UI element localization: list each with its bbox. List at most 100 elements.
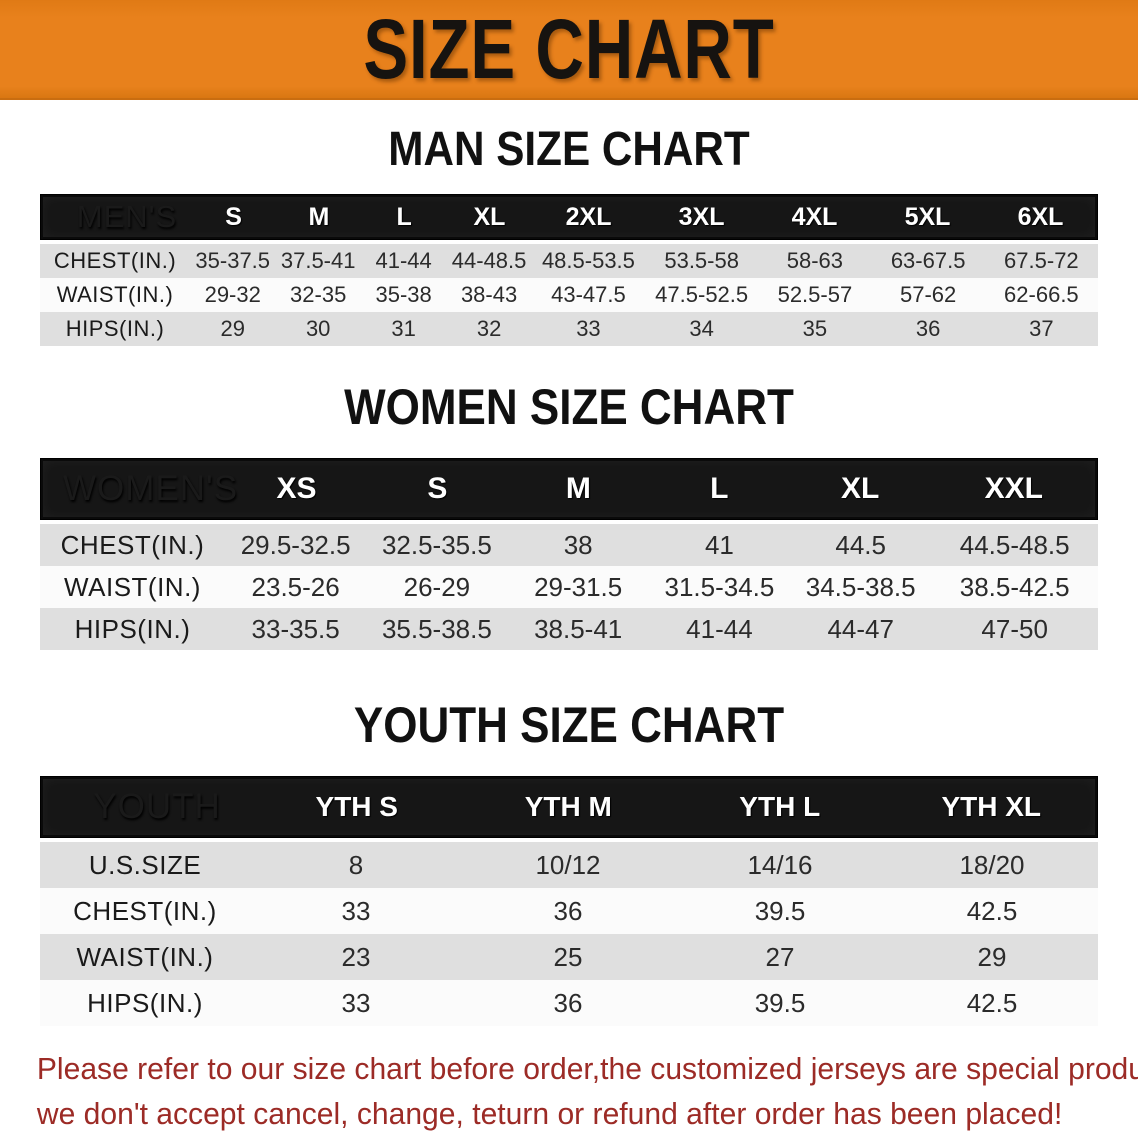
table-header-label: WOMEN'S xyxy=(63,469,239,508)
table-cell: 44-47 xyxy=(827,613,894,644)
table-cell: 31.5-34.5 xyxy=(664,571,775,602)
table-cell: 36 xyxy=(553,987,583,1018)
column-header: S xyxy=(427,472,448,505)
table-cell: 35-37.5 xyxy=(195,248,271,273)
table-cell: 58-63 xyxy=(786,248,844,273)
table-cell: 35-38 xyxy=(375,282,432,307)
table-cell: 44.5 xyxy=(835,529,886,560)
column-header: M xyxy=(565,472,591,505)
table-cell: 36 xyxy=(553,895,583,926)
table-cell: 44-48.5 xyxy=(451,248,527,273)
column-header: 5XL xyxy=(904,202,951,231)
table-row: WAIST(IN.) 29-32 32-35 35-38 38-43 43-47.5 47.… xyxy=(40,278,1098,312)
table-cell: 34 xyxy=(689,316,714,341)
table-cell: 48.5-53.5 xyxy=(541,248,635,273)
column-header: 6XL xyxy=(1017,202,1064,231)
table-cell: 57-62 xyxy=(899,282,957,307)
table-cell: 52.5-57 xyxy=(777,282,853,307)
table-row: CHEST(IN.) 29.5-32.5 32.5-35.5 38 41 44.5 44.5… xyxy=(40,524,1098,566)
table-cell: 38.5-41 xyxy=(534,613,623,644)
disclaimer-text: Please refer to our size chart before or… xyxy=(0,1046,1138,1132)
table-cell: 34.5-38.5 xyxy=(805,571,916,602)
row-label: U.S.SIZE xyxy=(88,849,202,880)
table-cell: 47-50 xyxy=(981,613,1048,644)
table-header-label: MEN'S xyxy=(76,199,178,234)
table-row: WAIST(IN.) 23 25 27 29 xyxy=(40,934,1098,980)
disclaimer-line-1: Please refer to our size chart before or… xyxy=(36,1051,1138,1086)
row-label: WAIST(IN.) xyxy=(64,571,201,602)
table-row: CHEST(IN.) 35-37.5 37.5-41 41-44 44-48.5 48.5… xyxy=(40,244,1098,278)
column-header: YTH M xyxy=(524,791,612,822)
table-cell: 39.5 xyxy=(754,987,806,1018)
table-cell: 39.5 xyxy=(754,895,806,926)
women-size-chart-section: WOMEN SIZE CHART WOMEN'S XS S M L XL XXL CHEST(… xyxy=(0,382,1138,650)
table-cell: 32-35 xyxy=(290,282,347,307)
column-header: XL xyxy=(473,202,506,231)
table-cell: 29-31.5 xyxy=(534,571,623,602)
row-label: CHEST(IN.) xyxy=(53,248,177,273)
row-label: HIPS(IN.) xyxy=(74,613,191,644)
table-cell: 62-66.5 xyxy=(1004,282,1079,307)
table-cell: 41 xyxy=(704,529,734,560)
table-cell: 10/12 xyxy=(535,849,601,880)
table-row: U.S.SIZE 8 10/12 14/16 18/20 xyxy=(40,842,1098,888)
table-cell: 33-35.5 xyxy=(251,613,340,644)
youth-chart-title: YOUTH SIZE CHART xyxy=(353,697,785,753)
column-header: L xyxy=(396,202,412,231)
column-header: XL xyxy=(841,472,880,505)
table-cell: 33 xyxy=(341,987,371,1018)
column-header: 2XL xyxy=(565,202,612,231)
table-cell: 18/20 xyxy=(959,849,1025,880)
column-header: XXL xyxy=(984,472,1044,505)
table-cell: 38-43 xyxy=(460,282,518,307)
table-cell: 67.5-72 xyxy=(1004,248,1079,273)
table-cell: 29 xyxy=(977,941,1007,972)
column-header: L xyxy=(710,472,729,505)
table-cell: 30 xyxy=(305,316,331,341)
table-cell: 31 xyxy=(391,316,416,341)
table-cell: 25 xyxy=(553,941,583,972)
table-header-row: WOMEN'S XS S M L XL XXL xyxy=(40,458,1098,520)
table-header-row: MEN'S S M L XL 2XL 3XL 4XL 5XL 6XL xyxy=(40,194,1098,240)
table-cell: 36 xyxy=(915,316,941,341)
row-label: HIPS(IN.) xyxy=(87,987,203,1018)
men-size-chart-section: MAN SIZE CHART MEN'S S M L XL 2XL 3XL 4XL 5XL 6XL… xyxy=(0,126,1138,346)
table-cell: 33 xyxy=(576,316,601,341)
row-label: WAIST(IN.) xyxy=(76,941,214,972)
men-chart-title: MAN SIZE CHART xyxy=(388,123,750,176)
table-cell: 47.5-52.5 xyxy=(655,282,749,307)
table-cell: 29-32 xyxy=(204,282,261,307)
table-cell: 33 xyxy=(341,895,371,926)
men-size-table: MEN'S S M L XL 2XL 3XL 4XL 5XL 6XL CHEST(IN.) 35-37… xyxy=(40,194,1098,346)
table-cell: 29.5-32.5 xyxy=(240,529,351,560)
table-cell: 44.5-48.5 xyxy=(959,529,1070,560)
table-header-row: YOUTH YTH S YTH M YTH L YTH XL xyxy=(40,776,1098,838)
table-row: HIPS(IN.) 29 30 31 32 33 34 35 36 37 xyxy=(40,312,1098,346)
table-cell: 23 xyxy=(341,941,371,972)
table-cell: 29 xyxy=(220,316,245,341)
size-chart-banner: SIZE CHART xyxy=(0,0,1138,100)
youth-size-chart-section: YOUTH SIZE CHART YOUTH YTH S YTH M YTH L YTH… xyxy=(0,700,1138,1026)
column-header: YTH L xyxy=(739,791,821,822)
table-row: WAIST(IN.) 23.5-26 26-29 29-31.5 31.5-34.5 34… xyxy=(40,566,1098,608)
women-size-table: WOMEN'S XS S M L XL XXL CHEST(IN.) 29.5-32.5 32.5… xyxy=(40,458,1098,650)
table-cell: 8 xyxy=(348,849,364,880)
table-cell: 32.5-35.5 xyxy=(381,529,492,560)
table-cell: 14/16 xyxy=(747,849,813,880)
column-header: YTH S xyxy=(315,791,398,822)
disclaimer-line-2: we don't accept cancel, change, teturn o… xyxy=(36,1096,1063,1131)
table-cell: 41-44 xyxy=(375,248,432,273)
banner-title: SIZE CHART xyxy=(363,1,775,96)
table-cell: 23.5-26 xyxy=(251,571,340,602)
table-cell: 26-29 xyxy=(403,571,471,602)
table-cell: 63-67.5 xyxy=(890,248,966,273)
table-row: HIPS(IN.) 33 36 39.5 42.5 xyxy=(40,980,1098,1026)
table-cell: 38 xyxy=(563,529,593,560)
row-label: CHEST(IN.) xyxy=(60,529,205,560)
table-cell: 38.5-42.5 xyxy=(959,571,1070,602)
table-cell: 27 xyxy=(765,941,795,972)
table-cell: 53.5-58 xyxy=(664,248,739,273)
table-cell: 43-47.5 xyxy=(551,282,626,307)
table-cell: 32 xyxy=(476,316,502,341)
table-cell: 35.5-38.5 xyxy=(381,613,492,644)
